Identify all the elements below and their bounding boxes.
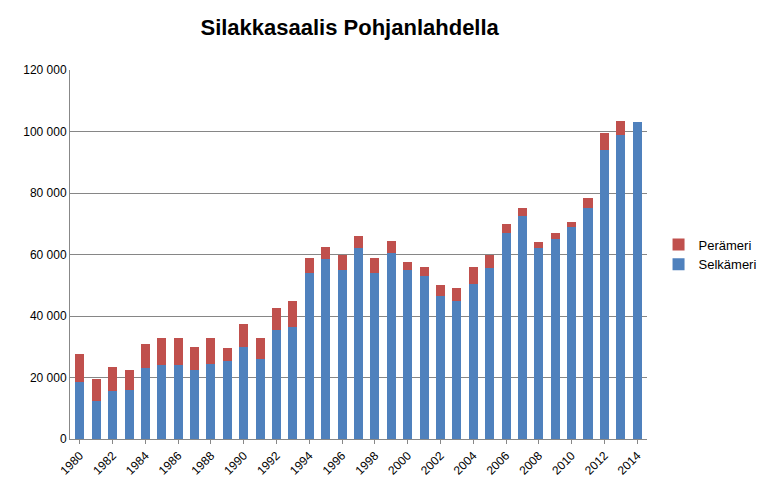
svg-text:2012: 2012 (582, 449, 611, 478)
svg-text:1988: 1988 (189, 449, 218, 478)
svg-text:2002: 2002 (418, 449, 447, 478)
svg-text:2000: 2000 (385, 449, 414, 478)
svg-text:1980: 1980 (57, 449, 86, 478)
svg-text:1998: 1998 (352, 449, 381, 478)
svg-text:100 000: 100 000 (23, 125, 67, 139)
svg-text:2014: 2014 (615, 449, 644, 478)
svg-text:1994: 1994 (287, 449, 316, 478)
svg-text:120 000: 120 000 (23, 63, 67, 77)
svg-text:1996: 1996 (320, 449, 349, 478)
svg-text:1984: 1984 (123, 449, 152, 478)
svg-text:2008: 2008 (516, 449, 545, 478)
svg-text:1982: 1982 (90, 449, 119, 478)
svg-text:Perämeri: Perämeri (699, 238, 752, 253)
svg-text:Selkämeri: Selkämeri (699, 257, 757, 272)
svg-text:1990: 1990 (221, 449, 250, 478)
svg-text:2010: 2010 (549, 449, 578, 478)
svg-text:1992: 1992 (254, 449, 283, 478)
svg-text:60 000: 60 000 (30, 248, 67, 262)
svg-text:Silakkasaalis Pohjanlahdella: Silakkasaalis Pohjanlahdella (200, 15, 499, 40)
svg-text:1986: 1986 (156, 449, 185, 478)
svg-text:80 000: 80 000 (30, 186, 67, 200)
svg-text:2006: 2006 (484, 449, 513, 478)
svg-text:20 000: 20 000 (30, 371, 67, 385)
svg-text:0: 0 (60, 432, 67, 446)
svg-text:2004: 2004 (451, 449, 480, 478)
svg-text:40 000: 40 000 (30, 309, 67, 323)
